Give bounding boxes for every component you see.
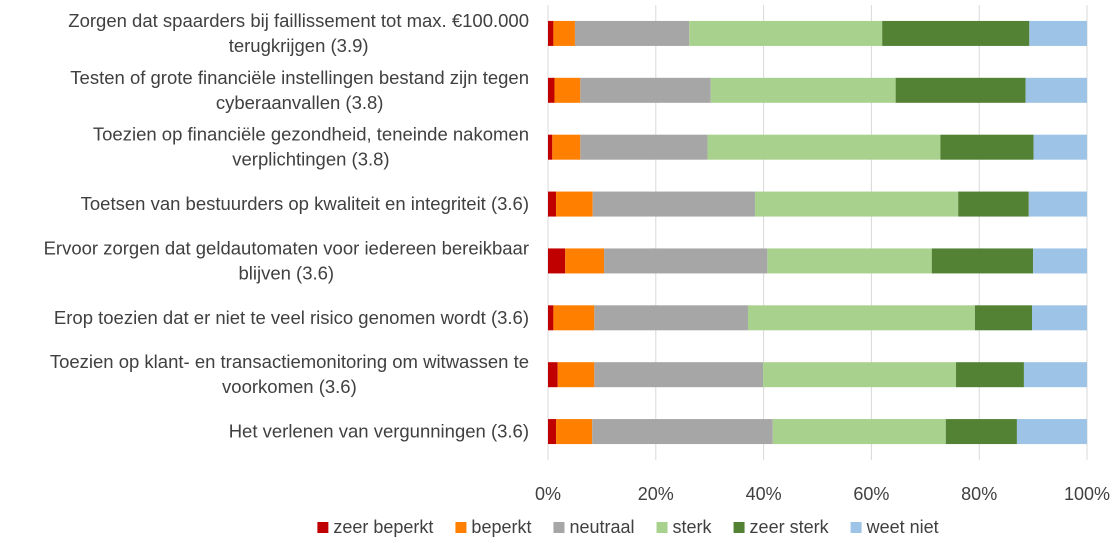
x-tick-label: 80% [961, 484, 997, 504]
bar-segment-zeer-sterk [974, 305, 1033, 331]
bar-segment-zeer-sterk [895, 77, 1026, 103]
bar-segment-zeer-beperkt [548, 20, 554, 46]
category-label-line: Het verlenen van vergunningen (3.6) [229, 421, 529, 442]
category-label-line: voorkomen (3.6) [222, 376, 357, 397]
bar-segment-neutraal [592, 191, 755, 217]
legend-item: sterk [656, 517, 713, 537]
bar-segment-sterk [707, 134, 941, 160]
bar-segment-weet-niet [1023, 362, 1087, 388]
legend-label: neutraal [569, 517, 634, 537]
category-label: Toetsen van bestuurders op kwaliteit en … [81, 193, 529, 214]
bar-segment-weet-niet [1029, 20, 1087, 46]
category-label: Testen of grote financiële instellingen … [70, 67, 529, 113]
bar-segment-neutraal [594, 362, 764, 388]
legend-item: beperkt [455, 517, 531, 537]
bar-segment-weet-niet [1033, 134, 1087, 160]
category-label-line: verplichtingen (3.8) [232, 149, 389, 170]
category-label-line: Erop toezien dat er niet te veel risico … [54, 307, 529, 328]
bar-segment-zeer-sterk [940, 134, 1034, 160]
bar-segment-zeer-sterk [882, 20, 1030, 46]
bar-segment-neutraal [580, 77, 711, 103]
bar-segment-zeer-beperkt [548, 77, 555, 103]
bar-segment-sterk [772, 419, 946, 445]
bar-segment-weet-niet [1028, 191, 1087, 217]
bar-segment-beperkt [565, 248, 605, 274]
bar-segment-beperkt [552, 134, 581, 160]
bar-segment-zeer-sterk [945, 419, 1017, 445]
legend-item: neutraal [553, 517, 635, 537]
x-tick-label: 0% [535, 484, 561, 504]
bar-segment-weet-niet [1032, 305, 1087, 331]
x-tick-label: 100% [1064, 484, 1110, 504]
category-label: Zorgen dat spaarders bij faillissement t… [68, 10, 529, 56]
category-label-line: Toezien op financiële gezondheid, tenein… [93, 124, 529, 145]
legend-label: beperkt [471, 517, 531, 537]
bar-segment-sterk [754, 191, 959, 217]
gridlines [547, 5, 1088, 460]
bar-segment-zeer-beperkt [548, 248, 566, 274]
bar-segment-neutraal [580, 134, 708, 160]
bar-segment-beperkt [556, 191, 593, 217]
legend: zeer beperkt beperkt neutraal sterk zeer ste… [317, 517, 939, 537]
bar-segment-beperkt [553, 305, 595, 331]
category-label-line: Toetsen van bestuurders op kwaliteit en … [81, 193, 529, 214]
legend-label: zeer sterk [750, 517, 830, 537]
legend-label: weet niet [866, 517, 939, 537]
bar-segment-neutraal [592, 419, 773, 445]
category-label-line: terugkrijgen (3.9) [229, 35, 369, 56]
category-label: Toezien op financiële gezondheid, tenein… [93, 124, 529, 170]
bar-segment-neutraal [574, 20, 690, 46]
bar-segment-zeer-beperkt [548, 134, 553, 160]
legend-swatch [455, 522, 467, 533]
bar-segment-weet-niet [1025, 77, 1087, 103]
legend-swatch [317, 522, 329, 533]
bar-segment-neutraal [604, 248, 768, 274]
category-label-line: cyberaanvallen (3.8) [216, 92, 384, 113]
x-axis-ticks: 0% 20% 40% 60% 80% 100% [535, 484, 1110, 504]
legend-swatch [850, 522, 862, 533]
legend-swatch [733, 522, 745, 533]
legend-label: zeer beperkt [333, 517, 433, 537]
bar-segment-zeer-beperkt [548, 362, 558, 388]
category-label-line: Toezien op klant- en transactiemonitorin… [50, 351, 529, 372]
bar-segment-zeer-beperkt [548, 305, 554, 331]
category-label: Ervoor zorgen dat geldautomaten voor ied… [44, 237, 529, 283]
category-label: Het verlenen van vergunningen (3.6) [229, 421, 529, 442]
x-tick-label: 60% [853, 484, 889, 504]
legend-label: sterk [673, 517, 713, 537]
bar-segment-beperkt [557, 362, 595, 388]
category-label-line: Zorgen dat spaarders bij faillissement t… [68, 10, 529, 31]
x-tick-label: 20% [638, 484, 674, 504]
category-label-line: blijven (3.6) [238, 262, 334, 283]
bar-segment-beperkt [556, 419, 593, 445]
bar-segment-sterk [763, 362, 957, 388]
category-label: Erop toezien dat er niet te veel risico … [54, 307, 529, 328]
bar-segment-zeer-sterk [956, 362, 1024, 388]
category-label-line: Ervoor zorgen dat geldautomaten voor ied… [44, 237, 529, 258]
bar-segment-beperkt [553, 20, 575, 46]
bar-segment-zeer-sterk [931, 248, 1034, 274]
legend-item: weet niet [850, 517, 939, 537]
legend-item: zeer sterk [733, 517, 830, 537]
category-label-line: Testen of grote financiële instellingen … [70, 67, 529, 88]
legend-item: zeer beperkt [317, 517, 433, 537]
bar-segment-zeer-beperkt [548, 191, 557, 217]
bar-segment-sterk [747, 305, 975, 331]
legend-swatch [656, 522, 668, 533]
x-tick-label: 40% [746, 484, 782, 504]
bar-segment-zeer-sterk [958, 191, 1029, 217]
bar-segment-sterk [767, 248, 932, 274]
legend-swatch [553, 522, 565, 533]
bar-segment-neutraal [594, 305, 748, 331]
category-labels: Zorgen dat spaarders bij faillissement t… [44, 10, 529, 442]
bar-segment-beperkt [554, 77, 581, 103]
bar-segment-weet-niet [1016, 419, 1087, 445]
bar-segment-sterk [710, 77, 896, 103]
bar-segment-weet-niet [1033, 248, 1087, 274]
bar-segment-zeer-beperkt [548, 419, 557, 445]
bars [548, 20, 1087, 445]
category-label: Toezien op klant- en transactiemonitorin… [50, 351, 529, 397]
bar-segment-sterk [689, 20, 883, 46]
